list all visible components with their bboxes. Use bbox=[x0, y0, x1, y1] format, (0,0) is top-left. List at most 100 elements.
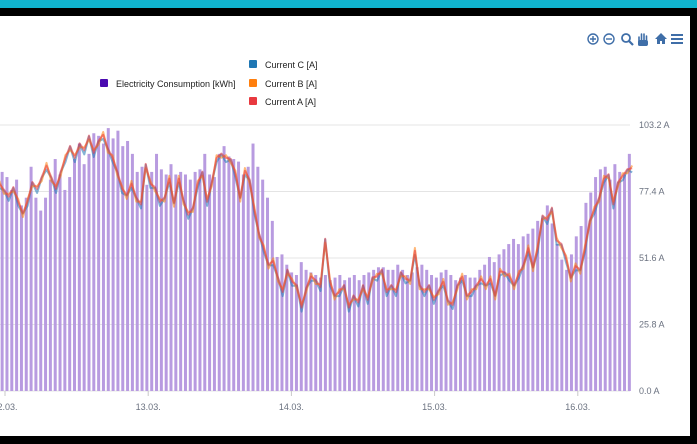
bar bbox=[299, 262, 303, 391]
bar bbox=[487, 256, 491, 391]
bar bbox=[290, 272, 294, 391]
y-tick-label: 103.2 A bbox=[639, 120, 670, 130]
bar bbox=[613, 164, 617, 391]
bar bbox=[241, 174, 245, 391]
chart-canvas: 0.0 A 25.8 A 51.6 A 77.4 A 103.2 A 12.03. 13.… bbox=[0, 33, 683, 412]
x-tick-label: 16.03. bbox=[565, 402, 590, 412]
bar bbox=[130, 153, 134, 391]
bar bbox=[188, 179, 192, 391]
bar bbox=[77, 143, 81, 391]
home-icon[interactable] bbox=[655, 33, 667, 44]
zoom-out-icon[interactable] bbox=[603, 33, 615, 45]
bar bbox=[217, 153, 221, 391]
x-tick-label: 12.03. bbox=[0, 402, 18, 412]
bar bbox=[357, 280, 361, 391]
bar bbox=[39, 210, 43, 391]
bar bbox=[24, 197, 28, 391]
bar bbox=[396, 264, 400, 391]
magnify-handle bbox=[628, 40, 634, 46]
bar bbox=[545, 205, 549, 391]
bar bbox=[92, 133, 96, 392]
legend-label-current-c-a[interactable]: Current C [A] bbox=[265, 60, 318, 70]
bar bbox=[48, 179, 52, 391]
legend-label-current-a-a[interactable]: Current A [A] bbox=[265, 97, 316, 107]
bar bbox=[159, 169, 163, 391]
bar bbox=[391, 269, 395, 391]
magnify-icon[interactable] bbox=[621, 33, 634, 46]
bar bbox=[193, 171, 197, 391]
bar bbox=[526, 233, 530, 391]
bar bbox=[198, 169, 202, 391]
menu-bar bbox=[671, 42, 683, 44]
bar bbox=[627, 153, 631, 391]
bar bbox=[164, 174, 168, 391]
bar bbox=[44, 197, 48, 391]
bar bbox=[444, 269, 448, 391]
bar bbox=[473, 277, 477, 391]
bar bbox=[454, 280, 458, 391]
bar bbox=[381, 267, 385, 391]
x-tick-label: 15.03. bbox=[422, 402, 447, 412]
bar bbox=[521, 236, 525, 391]
y-tick-label: 77.4 A bbox=[639, 187, 665, 197]
bar bbox=[565, 269, 569, 391]
bar bbox=[203, 153, 207, 391]
zoom-in-plus bbox=[590, 36, 596, 42]
home-shape bbox=[655, 33, 667, 44]
bar bbox=[58, 174, 62, 391]
bar bbox=[343, 280, 347, 391]
bar bbox=[208, 174, 212, 391]
y-tick-label: 0.0 A bbox=[639, 386, 660, 396]
legend-marker-current-c-a bbox=[249, 60, 257, 68]
bar bbox=[309, 272, 313, 391]
bar bbox=[502, 249, 506, 391]
x-tick-label: 14.03. bbox=[279, 402, 304, 412]
bar bbox=[140, 166, 144, 391]
bar bbox=[256, 166, 260, 391]
bar bbox=[536, 220, 540, 391]
bar bbox=[73, 159, 77, 391]
bar bbox=[415, 267, 419, 391]
bar bbox=[266, 197, 269, 391]
x-tick-label: 13.03. bbox=[136, 402, 161, 412]
bar bbox=[420, 264, 424, 391]
bar bbox=[97, 135, 101, 391]
bar bbox=[594, 177, 598, 391]
bar bbox=[425, 269, 429, 391]
bar-series bbox=[0, 128, 631, 392]
bar bbox=[569, 254, 573, 391]
bar bbox=[512, 238, 516, 391]
bar bbox=[405, 275, 409, 391]
legend-label-current-b-a[interactable]: Current B [A] bbox=[265, 79, 317, 89]
bar bbox=[15, 179, 19, 391]
y-axis: 0.0 A 25.8 A 51.6 A 77.4 A 103.2 A bbox=[639, 120, 670, 396]
bar bbox=[145, 184, 149, 391]
menu-icon[interactable] bbox=[671, 34, 683, 44]
bar bbox=[541, 218, 545, 391]
bar bbox=[574, 236, 578, 391]
x-axis: 12.03. 13.03. 14.03. 15.03. 16.03. bbox=[0, 391, 590, 412]
legend-label-electricity-consumption-kwh[interactable]: Electricity Consumption [kWh] bbox=[116, 79, 236, 89]
zoom-in-icon[interactable] bbox=[587, 33, 599, 45]
bar bbox=[579, 226, 583, 391]
bar bbox=[401, 269, 405, 391]
bar bbox=[352, 275, 356, 391]
hand-pan-icon[interactable] bbox=[638, 33, 648, 46]
bar bbox=[111, 138, 115, 391]
bar bbox=[483, 264, 487, 391]
bar bbox=[135, 171, 139, 391]
grid-lines bbox=[0, 124, 630, 392]
bar bbox=[179, 171, 183, 391]
y-tick-label: 25.8 A bbox=[639, 320, 665, 330]
legend-marker-current-b-a bbox=[249, 79, 257, 87]
chart-panel: 0.0 A 25.8 A 51.6 A 77.4 A 103.2 A 12.03. 13.… bbox=[0, 16, 690, 436]
bar bbox=[227, 156, 231, 391]
bar bbox=[5, 177, 9, 391]
bar bbox=[275, 256, 279, 391]
magnify-lens bbox=[621, 33, 631, 43]
bar bbox=[126, 140, 130, 391]
bar bbox=[531, 228, 535, 391]
bar bbox=[550, 223, 554, 391]
bar bbox=[348, 277, 352, 391]
chart-toolbar bbox=[587, 33, 683, 46]
